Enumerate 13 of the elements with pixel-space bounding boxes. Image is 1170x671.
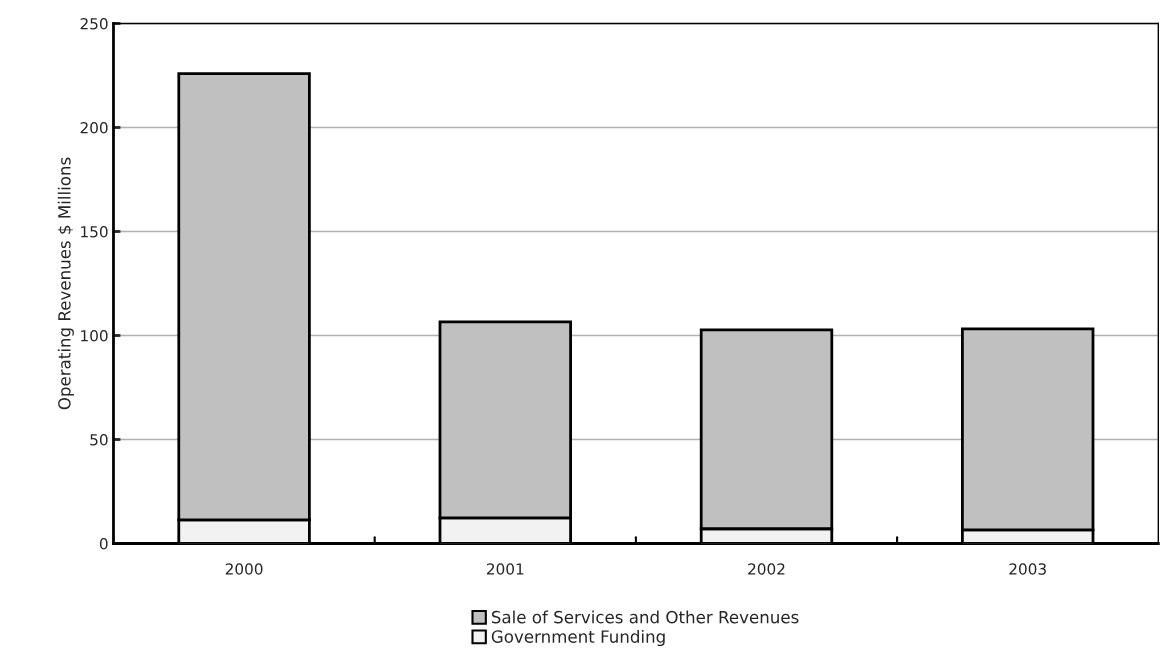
y-tick-label: 50 bbox=[90, 433, 108, 446]
x-tick-label: 2003 bbox=[1009, 563, 1046, 575]
x-tick-label: 2002 bbox=[748, 563, 785, 575]
x-tick-label: 2000 bbox=[225, 563, 263, 575]
y-tick-label: 0 bbox=[99, 537, 108, 550]
legend-label: Government Funding bbox=[491, 629, 665, 647]
y-tick-label: 200 bbox=[80, 121, 108, 134]
y-axis-title: Operating Revenues $ Millions bbox=[57, 157, 74, 410]
y-tick-label: 250 bbox=[80, 17, 108, 30]
x-tick-label: 2001 bbox=[486, 563, 524, 575]
y-tick-label: 100 bbox=[81, 329, 108, 342]
y-tick-label: 150 bbox=[81, 225, 108, 238]
legend-label: Sale of Services and Other Revenues bbox=[491, 610, 799, 624]
